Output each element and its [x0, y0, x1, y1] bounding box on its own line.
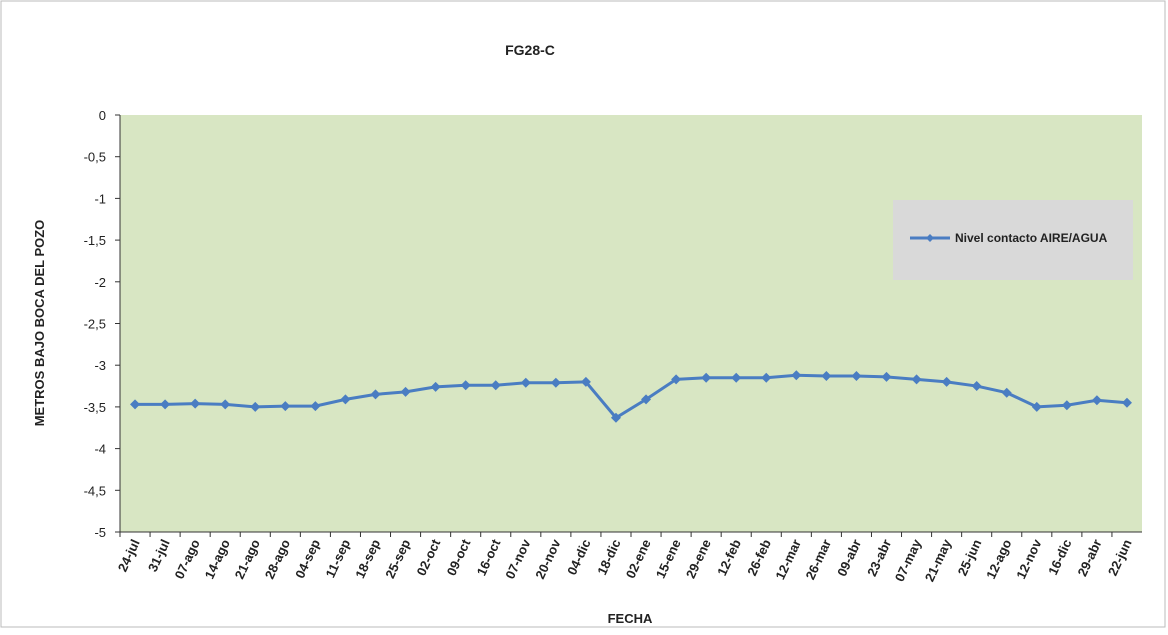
data-point	[580, 376, 591, 387]
data-point	[671, 374, 682, 385]
y-tick-label: -0,5	[84, 150, 106, 165]
data-point	[370, 389, 381, 400]
data-point	[911, 374, 922, 385]
y-tick-label: -1,5	[84, 233, 106, 248]
legend-box	[893, 200, 1133, 280]
plot-area	[120, 115, 1142, 532]
data-point	[791, 370, 802, 381]
data-point	[821, 371, 832, 382]
y-tick-label: -3,5	[84, 400, 106, 415]
data-point	[220, 399, 231, 410]
x-axis-label: FECHA	[608, 611, 653, 626]
legend-marker	[926, 234, 934, 242]
chart-title: FG28-C	[505, 42, 555, 58]
y-axis-label: METROS BAJO BOCA DEL POZO	[32, 220, 47, 427]
y-tick-label: -2	[94, 275, 106, 290]
data-point	[610, 412, 621, 423]
data-point	[250, 401, 261, 412]
data-point	[941, 376, 952, 387]
y-tick-label: -2,5	[84, 317, 106, 332]
y-tick-label: -4,5	[84, 483, 106, 498]
data-point	[280, 401, 291, 412]
data-point	[1031, 401, 1042, 412]
data-point	[490, 380, 501, 391]
data-point	[881, 371, 892, 382]
data-point	[971, 381, 982, 392]
data-point	[310, 401, 321, 412]
data-point	[731, 372, 742, 383]
data-point	[190, 398, 201, 409]
y-tick-label: -4	[94, 442, 106, 457]
data-point	[1061, 400, 1072, 411]
y-tick-label: 0	[99, 108, 106, 123]
data-point	[1001, 387, 1012, 398]
y-tick-label: -3	[94, 358, 106, 373]
data-point	[130, 399, 141, 410]
data-point	[430, 381, 441, 392]
data-point	[1091, 395, 1102, 406]
data-point	[400, 386, 411, 397]
y-tick-label: -5	[94, 525, 106, 540]
data-point	[160, 399, 171, 410]
data-point	[701, 372, 712, 383]
y-tick-label: -1	[94, 191, 106, 206]
data-point	[340, 394, 351, 405]
series-line	[135, 373, 1128, 420]
legend-label: Nivel contacto AIRE/AGUA	[955, 231, 1108, 245]
data-point	[460, 380, 471, 391]
data-point	[520, 377, 531, 388]
data-point	[1121, 397, 1132, 408]
data-point	[550, 377, 561, 388]
data-point	[851, 371, 862, 382]
data-point	[761, 372, 772, 383]
data-point	[641, 394, 652, 405]
